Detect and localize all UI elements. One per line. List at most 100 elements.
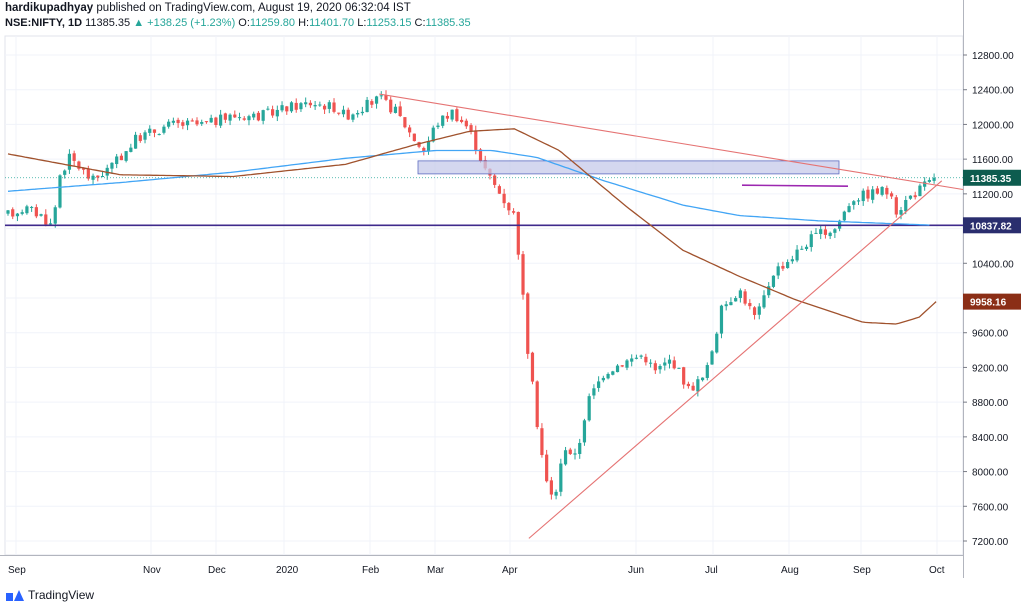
candle-body: [48, 223, 53, 225]
candle-body: [856, 200, 861, 202]
candle-body: [370, 101, 374, 105]
candle-body: [398, 106, 402, 117]
price-badges: 11385.35 10837.82 9958.16: [963, 169, 1021, 310]
candle-body: [346, 109, 350, 120]
candle-body: [502, 193, 506, 204]
chart-grid: [0, 0, 964, 578]
candle-body: [908, 195, 913, 199]
candle-body: [932, 177, 936, 181]
candle-body: [899, 210, 903, 215]
x-tick-label: Jun: [628, 565, 644, 576]
last-price-badge-bg: [963, 169, 1021, 186]
candle-body: [691, 385, 695, 391]
candle-body: [686, 383, 690, 387]
ohlc-legend: NSE:NIFTY, 1D 11385.35 ▲ +138.25 (+1.23%…: [5, 17, 471, 29]
footer-brand-label: TradingView: [28, 588, 95, 602]
publish-info: published on TradingView.com, August 19,…: [96, 2, 411, 14]
candle-body: [842, 211, 846, 221]
candle-body: [20, 212, 24, 214]
y-tick-label: 9600.00: [972, 329, 1009, 340]
candle-body: [549, 480, 553, 495]
candle-body: [285, 106, 289, 112]
candle-body: [233, 114, 237, 118]
candle-body: [299, 103, 303, 110]
candle-body: [464, 120, 468, 127]
resistance-line: [741, 184, 849, 187]
x-tick-label: Mar: [427, 565, 445, 576]
candle-body: [724, 304, 728, 307]
candle-body: [294, 102, 298, 110]
candle-body: [322, 105, 327, 110]
candle-body: [682, 367, 686, 385]
candle-body: [455, 109, 459, 122]
candle-body: [578, 442, 582, 454]
candle-body: [606, 373, 610, 379]
candle-body: [705, 365, 709, 378]
candle-body: [894, 197, 898, 215]
y-tick-label: 11600.00: [972, 155, 1013, 166]
y-tick-label: 7600.00: [972, 502, 1009, 513]
candle-body: [601, 377, 605, 381]
candle-body: [11, 209, 15, 217]
tradingview-logo-icon: [6, 589, 24, 601]
footer-branding: TradingView: [6, 588, 94, 602]
candle-body: [568, 449, 572, 454]
plot-frame: [4, 35, 964, 556]
candle-body: [630, 358, 634, 362]
candle-body: [356, 112, 360, 115]
y-tick-label: 12800.00: [972, 51, 1014, 62]
candle-body: [318, 104, 322, 106]
candle-body: [649, 362, 653, 364]
candle-body: [573, 453, 577, 455]
candle-body: [15, 213, 20, 217]
y-tick-label: 10400.00: [972, 259, 1014, 270]
candle-body: [535, 381, 539, 428]
candle-body: [639, 355, 643, 357]
candle-body: [384, 95, 388, 100]
x-tick-label: Jul: [705, 565, 718, 576]
candle-body: [847, 206, 851, 213]
x-tick-label: Oct: [929, 565, 945, 576]
close-value: 11385.35: [425, 17, 471, 29]
candle-body: [809, 234, 813, 248]
candle-body: [304, 102, 308, 105]
candle-body: [511, 211, 516, 213]
high-value: 11401.70: [309, 17, 355, 29]
candle-body: [266, 108, 270, 110]
close-label: C:: [414, 17, 426, 29]
candle-body: [379, 95, 383, 97]
x-tick-label: Nov: [143, 565, 161, 576]
candle-body: [308, 102, 312, 106]
candle-body: [582, 420, 587, 443]
candle-body: [261, 110, 265, 121]
candle-body: [871, 189, 875, 200]
candle-body: [795, 249, 799, 261]
candle-body: [923, 181, 927, 187]
candle-body: [129, 147, 133, 152]
candle-body: [762, 295, 766, 308]
candle-body: [67, 153, 72, 170]
support-badge-text: 10837.82: [970, 221, 1012, 232]
candle-body: [771, 275, 776, 287]
candle-body: [559, 463, 563, 492]
candle-body: [450, 109, 454, 120]
candle-body: [738, 290, 742, 298]
x-tick-label: Sep: [8, 565, 26, 576]
ma-brown-line: [7, 128, 937, 325]
trendline-ascending: [528, 180, 943, 539]
candle-body: [786, 262, 790, 269]
candle-body: [729, 302, 733, 306]
candle-body: [242, 118, 246, 120]
candle-body: [587, 396, 591, 421]
candle-body: [374, 96, 379, 104]
publish-line: hardikupadhyay published on TradingView.…: [5, 2, 411, 14]
candle-body: [44, 214, 48, 225]
candle-body: [663, 362, 667, 366]
candle-body: [100, 176, 105, 178]
candle-body: [96, 175, 100, 178]
candle-body: [152, 129, 157, 133]
candle-body: [672, 360, 676, 369]
candle-body: [200, 122, 204, 124]
candle-body: [700, 377, 705, 381]
